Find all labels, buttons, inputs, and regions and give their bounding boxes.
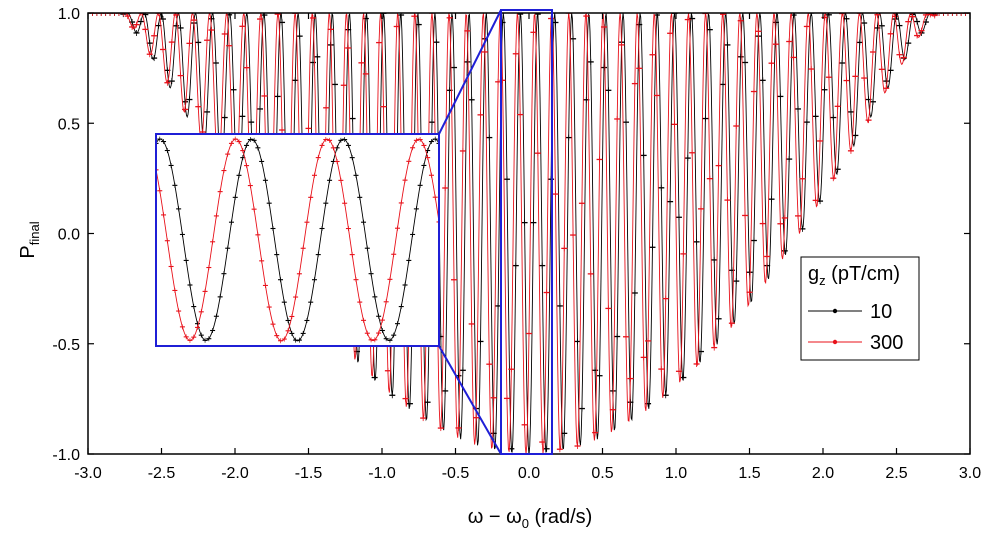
- legend-title-main: g: [808, 263, 819, 285]
- y-tick-label: 0.0: [58, 227, 80, 244]
- y-axis: -1.0 -0.5 0.0 0.5 1.0: [52, 6, 970, 464]
- inset-frame: [155, 133, 440, 347]
- x-axis-title-main: ω − ω: [468, 506, 522, 528]
- legend: gz (pT/cm) 10 300: [800, 256, 920, 361]
- inset-line-10: [156, 138, 439, 342]
- x-tick-label: 0.0: [518, 465, 540, 482]
- legend-label-300: 300: [870, 332, 903, 354]
- inset-background: [156, 134, 439, 346]
- zoom-connector-top: [438, 9, 502, 135]
- x-tick-label: 2.0: [812, 465, 834, 482]
- legend-box: [800, 256, 920, 361]
- legend-title-unit: (pT/cm): [826, 263, 900, 285]
- inset-line-300: [156, 138, 439, 342]
- legend-title-sub: z: [819, 273, 826, 288]
- y-axis-title: Pfinal: [17, 221, 42, 258]
- y-tick-label: 1.0: [58, 6, 80, 23]
- x-tick-label: -2.0: [221, 465, 249, 482]
- x-axis: -3.0 -2.5 -2.0 -1.5 -1.0 -0.5 0.0 0.5 1.0 1.5 2.0 2…: [74, 13, 981, 482]
- y-tick-label: -0.5: [52, 337, 80, 354]
- legend-title: gz (pT/cm): [808, 263, 900, 288]
- x-tick-label: 1.5: [738, 465, 760, 482]
- x-tick-label: -1.0: [368, 465, 396, 482]
- inset-series-layer: [156, 136, 439, 344]
- x-tick-label: 0.5: [591, 465, 613, 482]
- x-tick-label: -3.0: [74, 465, 102, 482]
- x-tick-label: 1.0: [665, 465, 687, 482]
- inset: [155, 9, 553, 455]
- y-axis-title-sub: final: [27, 221, 42, 245]
- zoom-connector-bottom: [438, 345, 502, 455]
- x-axis-title: ω − ω0 (rad/s): [468, 506, 593, 531]
- y-tick-label: -1.0: [52, 447, 80, 464]
- legend-marker-300: [832, 339, 838, 345]
- y-axis-title-main: P: [17, 245, 39, 258]
- x-tick-label: -1.5: [295, 465, 323, 482]
- x-tick-label: -2.5: [148, 465, 176, 482]
- legend-marker-10: [832, 308, 838, 314]
- y-tick-label: 0.5: [58, 116, 80, 133]
- x-tick-label: -0.5: [442, 465, 470, 482]
- zoom-region-box: [500, 9, 553, 455]
- x-axis-title-sub: 0: [522, 516, 529, 531]
- x-axis-title-unit: (rad/s): [529, 506, 592, 528]
- x-tick-label: 2.5: [885, 465, 907, 482]
- legend-label-10: 10: [870, 301, 892, 323]
- x-tick-label: 3.0: [959, 465, 981, 482]
